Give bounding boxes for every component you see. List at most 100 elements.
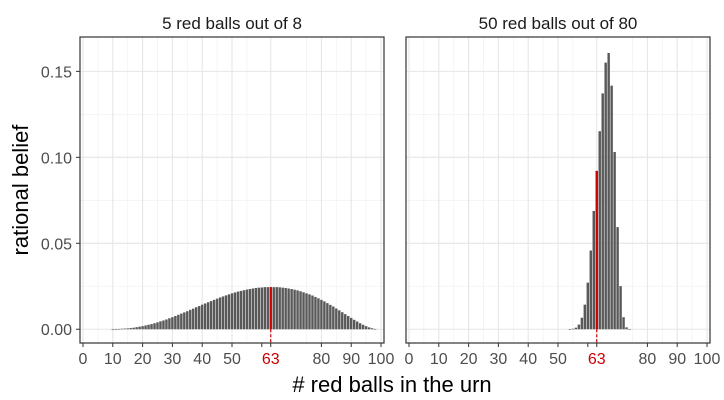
panel-left-bar [275,287,278,330]
panel-left-bar [120,328,123,330]
panel-left-bar [344,314,347,330]
panel-left-bar [320,299,323,330]
panel-left-bar [147,324,150,330]
panel-left-bar [197,306,201,330]
panel-left-bar [132,327,135,330]
panel-left-bar [266,287,269,330]
panel-left-bar [183,312,186,330]
panel-left-bar [150,324,153,330]
panel-left-bar [302,292,305,330]
panel-right-bar [568,329,572,330]
panel-left-bar [248,289,252,330]
panel-left-bar [314,296,317,330]
panel-left-bar [242,290,246,330]
panel-left-bar [200,304,204,330]
panel-right-x-tick-label: 20 [460,351,478,368]
panel-left-x-tick-label: 63 [262,351,280,368]
panel-left-bar [349,317,353,330]
panel-left-bar [260,287,264,330]
panel-left-bar [123,328,126,330]
panel-right-bar [571,328,575,330]
panel-left-bar [308,294,311,330]
panel-left-bar [257,287,261,330]
panel-right-bar [628,329,631,330]
panel-left-bar [221,296,225,330]
panel-right-bar [610,85,613,330]
panel-left-bar [326,303,329,330]
panel-left-bar [352,319,356,330]
panel-left-bar [236,291,240,330]
panel-left-bar [165,319,168,330]
panel-left-bar [212,299,216,330]
panel-left-bar [317,298,320,330]
panel-left-bar [335,308,338,330]
panel-right-bar [592,210,595,330]
panel-right-bar [598,131,601,330]
panel-right-bar [574,327,578,330]
panel-left-bar [135,327,138,330]
panel-left-bar [293,289,296,330]
panel-left-bar [278,287,281,330]
panel-right-x-tick-label: 30 [489,351,507,368]
panel-left-bar [341,312,344,330]
y-axis-title: rational belief [8,124,33,256]
panel-left-bar [189,309,192,330]
panel-left-bar [203,303,207,330]
panel-left-bar [287,288,290,330]
panel-left-bar [227,294,231,330]
panel-right-bar [616,227,619,330]
panel-left-bar [192,308,195,330]
panel-left-bar [138,326,141,330]
panel-left-bar [364,326,368,330]
panel-left: 5 red balls out of 8 0.00 0.05 0.10 0.15 0 10 2… [41,14,395,368]
panel-right-x-tick-label: 10 [430,351,448,368]
panel-right-bar [589,250,593,330]
panel-left-bar [338,310,341,330]
panel-right-bar [580,317,584,330]
panel-left-bar [272,287,275,330]
panel-left-bar [162,320,165,330]
panel-left-bar [111,329,115,330]
panel-left-bar [186,311,189,330]
panel-left-bar [296,290,299,330]
panel-left-bar [224,295,228,330]
panel-left-bar [230,293,234,330]
panel-right-bar [604,62,607,330]
panel-left-bar [168,318,171,330]
panel-left-bar [153,323,156,330]
panel-left-bar [126,328,129,330]
panel-right-x-tick-label: 63 [588,351,606,368]
panel-left-bar [239,290,243,330]
panel-right-bar [601,93,604,330]
panel-left-title: 5 red balls out of 8 [162,14,302,33]
panel-left-bar [206,302,210,330]
panel-right-bar [625,327,628,330]
panel-right-bar [622,317,625,330]
panel-right-bar [607,52,610,330]
panel-left-bar [117,328,120,330]
panel-left-x-tick-label: 10 [104,351,122,368]
panel-left-bar [361,324,365,330]
panel-left-bar [177,314,180,330]
panel-left-bar [284,287,287,330]
panel-right-x-tick-label: 0 [405,351,414,368]
panel-left-bar [251,288,255,330]
panel-right-bar [613,152,616,330]
panel-right-x-tick-label: 40 [519,351,537,368]
panel-left-x-tick-label: 90 [342,351,360,368]
panel-left-bar [209,301,213,330]
panel-left-bar [171,317,174,330]
panel-left-bar [180,313,183,330]
panel-left-bar [290,289,293,330]
panel-left-bar [254,287,258,330]
panel-left-bar [144,325,147,330]
panel-left-bar [332,306,335,330]
panel-left-bar [323,301,326,330]
panel-right-x-tick-label: 80 [639,351,657,368]
panel-left-x-tick-label: 0 [79,351,88,368]
panel-right-title: 50 red balls out of 80 [479,14,638,33]
panel-left-bar [305,293,308,330]
panel-right-x-tick-label: 100 [694,351,721,368]
panel-left-bar [329,304,332,330]
